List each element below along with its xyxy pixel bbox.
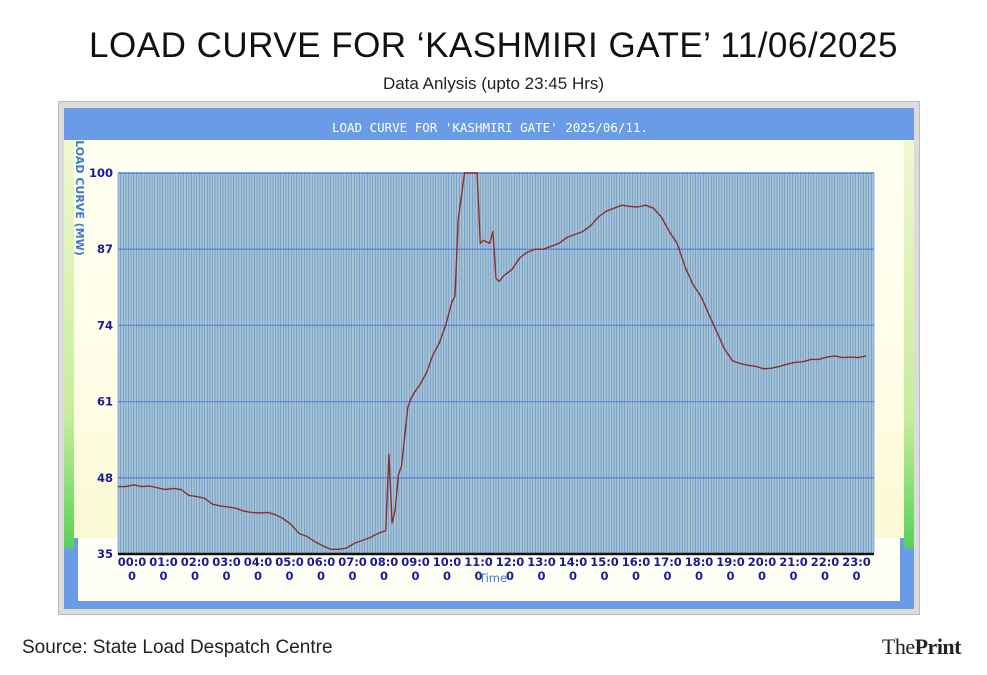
x-tick-label: 05:0: [275, 555, 304, 569]
y-axis-title: LOAD CURVE (MW): [73, 140, 86, 256]
x-tick-label-line2: 0: [726, 569, 734, 583]
x-tick-label-line2: 0: [348, 569, 356, 583]
x-tick-label-line2: 0: [128, 569, 136, 583]
x-tick-label: 10:0: [433, 555, 462, 569]
brand-logo: ThePrint: [881, 634, 962, 660]
x-tick-label: 04:0: [244, 555, 273, 569]
y-tick-label: 87: [97, 242, 113, 256]
y-tick-label: 35: [97, 547, 113, 561]
y-tick-label: 61: [97, 395, 113, 409]
load-curve-line: [118, 172, 867, 550]
x-tick-label: 17:0: [653, 555, 682, 569]
x-tick-label-line2: 0: [789, 569, 797, 583]
x-tick-label: 13:0: [527, 555, 556, 569]
x-tick-label-line2: 0: [443, 569, 451, 583]
y-tick-label: 48: [97, 471, 113, 485]
x-tick-label: 15:0: [590, 555, 619, 569]
x-tick-label: 14:0: [559, 555, 588, 569]
subheadline: Data Anlysis (upto 23:45 Hrs): [382, 74, 605, 93]
x-tick-label: 21:0: [779, 555, 808, 569]
x-tick-label: 06:0: [307, 555, 336, 569]
x-tick-label: 07:0: [338, 555, 367, 569]
x-tick-label-line2: 0: [380, 569, 388, 583]
x-tick-label-line2: 0: [663, 569, 671, 583]
x-tick-label-line2: 0: [506, 569, 514, 583]
x-tick-label: 12:0: [496, 555, 525, 569]
x-tick-label-line2: 0: [191, 569, 199, 583]
x-tick-label: 03:0: [212, 555, 241, 569]
x-tick-label: 11:0: [464, 555, 493, 569]
x-tick-label: 09:0: [401, 555, 430, 569]
x-tick-label-line2: 0: [632, 569, 640, 583]
headline: LOAD CURVE FOR ‘KASHMIRI GATE’ 11/06/202…: [89, 26, 898, 65]
chart-title: LOAD CURVE FOR 'KASHMIRI GATE' 2025/06/1…: [332, 120, 648, 135]
x-tick-label: 18:0: [685, 555, 714, 569]
x-tick-label: 19:0: [716, 555, 745, 569]
y-tick-label: 100: [89, 166, 113, 180]
x-tick-label-line2: 0: [600, 569, 608, 583]
x-tick-label: 20:0: [748, 555, 777, 569]
source-note: Source: State Load Despatch Centre: [22, 637, 333, 658]
x-tick-label-line2: 0: [695, 569, 703, 583]
x-tick-label-line2: 0: [317, 569, 325, 583]
x-tick-label-line2: 0: [474, 569, 482, 583]
x-tick-label: 22:0: [811, 555, 840, 569]
x-tick-label-line2: 0: [254, 569, 262, 583]
x-tick-label-line2: 0: [852, 569, 860, 583]
x-tick-label: 01:0: [149, 555, 178, 569]
x-tick-label-line2: 0: [159, 569, 167, 583]
x-tick-label-line2: 0: [821, 569, 829, 583]
left-gradient-bar: [64, 140, 74, 601]
x-tick-label-line2: 0: [758, 569, 766, 583]
x-tick-label: 23:0: [842, 555, 871, 569]
x-tick-label: 16:0: [622, 555, 651, 569]
x-tick-label-line2: 0: [411, 569, 419, 583]
x-tick-label-line2: 0: [285, 569, 293, 583]
brand-part2: Print: [914, 634, 962, 659]
brand-part1: The: [881, 634, 915, 659]
x-tick-label: 00:0: [118, 555, 147, 569]
x-tick-label: 02:0: [181, 555, 210, 569]
right-gradient-bar: [904, 140, 914, 601]
x-tick-label-line2: 0: [569, 569, 577, 583]
x-tick-label: 08:0: [370, 555, 399, 569]
x-axis-title: Time: [478, 571, 507, 585]
y-tick-label: 74: [97, 318, 113, 332]
x-tick-label-line2: 0: [537, 569, 545, 583]
x-tick-label-line2: 0: [222, 569, 230, 583]
